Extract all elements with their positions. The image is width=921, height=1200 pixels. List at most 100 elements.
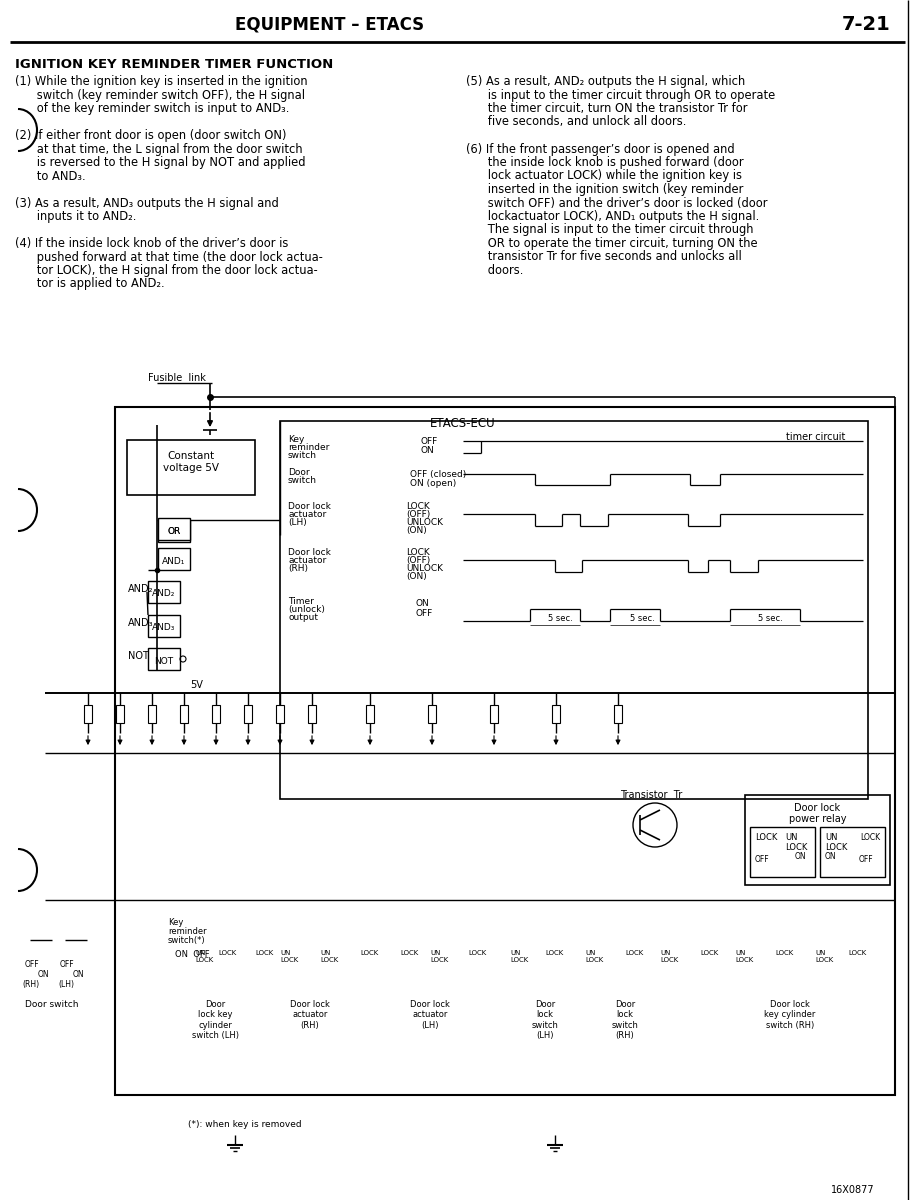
Text: AND₂: AND₂ [128,584,154,594]
Text: ON: ON [73,970,85,979]
Text: (3) As a result, AND₃ outputs the H signal and: (3) As a result, AND₃ outputs the H sign… [15,197,279,210]
Text: Fusible  link: Fusible link [148,373,206,383]
Text: LOCK: LOCK [406,502,430,511]
Text: actuator: actuator [288,556,326,565]
Text: NOT: NOT [155,656,173,666]
Bar [127,440,255,494]
Text: LOCK: LOCK [400,950,418,956]
Bar [745,794,890,886]
Text: OFF (closed): OFF (closed) [410,470,466,479]
Bar [212,704,220,722]
Text: LOCK: LOCK [755,833,777,842]
Text: is input to the timer circuit through OR to operate: is input to the timer circuit through OR… [466,89,775,102]
Bar [428,704,436,722]
Text: OFF: OFF [859,854,874,864]
Text: of the key reminder switch is input to AND₃.: of the key reminder switch is input to A… [15,102,289,115]
Text: ON: ON [415,599,429,608]
Text: (RH): (RH) [288,564,308,572]
Text: Timer: Timer [288,596,314,606]
Bar [552,704,560,722]
Text: Door lock
actuator
(LH): Door lock actuator (LH) [410,1000,450,1030]
Text: tor is applied to AND₂.: tor is applied to AND₂. [15,277,165,290]
Text: (unlock): (unlock) [288,605,325,614]
Text: the inside lock knob is pushed forward (door: the inside lock knob is pushed forward (… [466,156,743,169]
Text: OR: OR [168,527,181,535]
Text: LOCK: LOCK [545,950,564,956]
Text: transistor Tr for five seconds and unlocks all: transistor Tr for five seconds and unloc… [466,251,741,264]
Text: UN
LOCK: UN LOCK [825,833,847,852]
Text: OFF: OFF [25,960,40,970]
Text: Transistor  Tr: Transistor Tr [620,790,682,800]
Text: (ON): (ON) [406,572,426,581]
Text: AND₁: AND₁ [162,557,186,565]
Text: LOCK: LOCK [700,950,718,956]
Bar [280,421,868,799]
Text: UN
LOCK: UN LOCK [815,950,834,962]
Text: ON: ON [795,852,807,862]
Text: AND₃: AND₃ [152,624,176,632]
Text: ON: ON [38,970,50,979]
Bar [148,581,180,602]
Text: switch(*): switch(*) [168,936,205,946]
Text: UN
LOCK: UN LOCK [585,950,603,962]
Text: LOCK: LOCK [360,950,379,956]
Text: LOCK: LOCK [848,950,867,956]
Text: UN
LOCK: UN LOCK [430,950,449,962]
Bar [366,704,374,722]
Bar [115,407,895,1094]
Text: inserted in the ignition switch (key reminder: inserted in the ignition switch (key rem… [466,182,743,196]
Text: ON  OFF: ON OFF [175,950,210,959]
Text: (2) If either front door is open (door switch ON): (2) If either front door is open (door s… [15,128,286,142]
Text: at that time, the L signal from the door switch: at that time, the L signal from the door… [15,143,303,156]
Bar [158,520,190,542]
Text: (5) As a result, AND₂ outputs the H signal, which: (5) As a result, AND₂ outputs the H sign… [466,74,745,88]
Text: Door
lock key
cylinder
switch (LH): Door lock key cylinder switch (LH) [192,1000,239,1040]
Text: 5 sec.: 5 sec. [630,614,655,623]
Text: LOCK: LOCK [775,950,793,956]
Text: 16X0877: 16X0877 [832,1186,875,1195]
Text: UNLOCK: UNLOCK [406,564,443,572]
Text: NOT: NOT [128,650,149,661]
Text: Door lock: Door lock [795,803,841,814]
Text: OR to operate the timer circuit, turning ON the: OR to operate the timer circuit, turning… [466,236,758,250]
Bar [158,518,190,540]
Text: lock actuator LOCK) while the ignition key is: lock actuator LOCK) while the ignition k… [466,169,742,182]
Text: ON (open): ON (open) [410,479,456,488]
Bar [180,704,188,722]
Bar [308,704,316,722]
Text: 5 sec.: 5 sec. [548,614,573,623]
Text: OFF: OFF [60,960,75,970]
Text: Key: Key [168,918,183,926]
Text: UN
LOCK: UN LOCK [735,950,753,962]
Text: to AND₃.: to AND₃. [15,169,86,182]
Text: switch: switch [288,451,317,460]
Text: (6) If the front passenger’s door is opened and: (6) If the front passenger’s door is ope… [466,143,735,156]
Text: UN
LOCK: UN LOCK [320,950,338,962]
Text: (*): when key is removed: (*): when key is removed [188,1120,301,1129]
Text: Door: Door [288,468,309,476]
Bar [244,704,252,722]
Bar [148,614,180,637]
Text: ETACS-ECU: ETACS-ECU [430,416,495,430]
Text: LOCK: LOCK [860,833,880,842]
Text: OFF: OFF [415,608,432,618]
Text: pushed forward at that time (the door lock actua-: pushed forward at that time (the door lo… [15,251,323,264]
Bar [158,548,190,570]
Bar [276,704,284,722]
Text: UN
LOCK: UN LOCK [510,950,529,962]
Text: (1) While the ignition key is inserted in the ignition: (1) While the ignition key is inserted i… [15,74,308,88]
Text: UNLOCK: UNLOCK [406,518,443,527]
Text: Door lock
actuator
(RH): Door lock actuator (RH) [290,1000,330,1030]
Text: 5V: 5V [190,680,203,690]
Text: doors.: doors. [466,264,523,277]
Text: power relay: power relay [788,814,846,824]
Text: (OFF): (OFF) [406,510,430,518]
Text: five seconds, and unlock all doors.: five seconds, and unlock all doors. [466,115,686,128]
Text: OR: OR [168,527,181,535]
Text: OFF: OFF [420,437,437,446]
Bar [614,704,622,722]
Text: Door lock: Door lock [288,502,331,511]
Text: UN
LOCK: UN LOCK [280,950,298,962]
Text: switch: switch [288,476,317,485]
Text: is reversed to the H signal by NOT and applied: is reversed to the H signal by NOT and a… [15,156,306,169]
